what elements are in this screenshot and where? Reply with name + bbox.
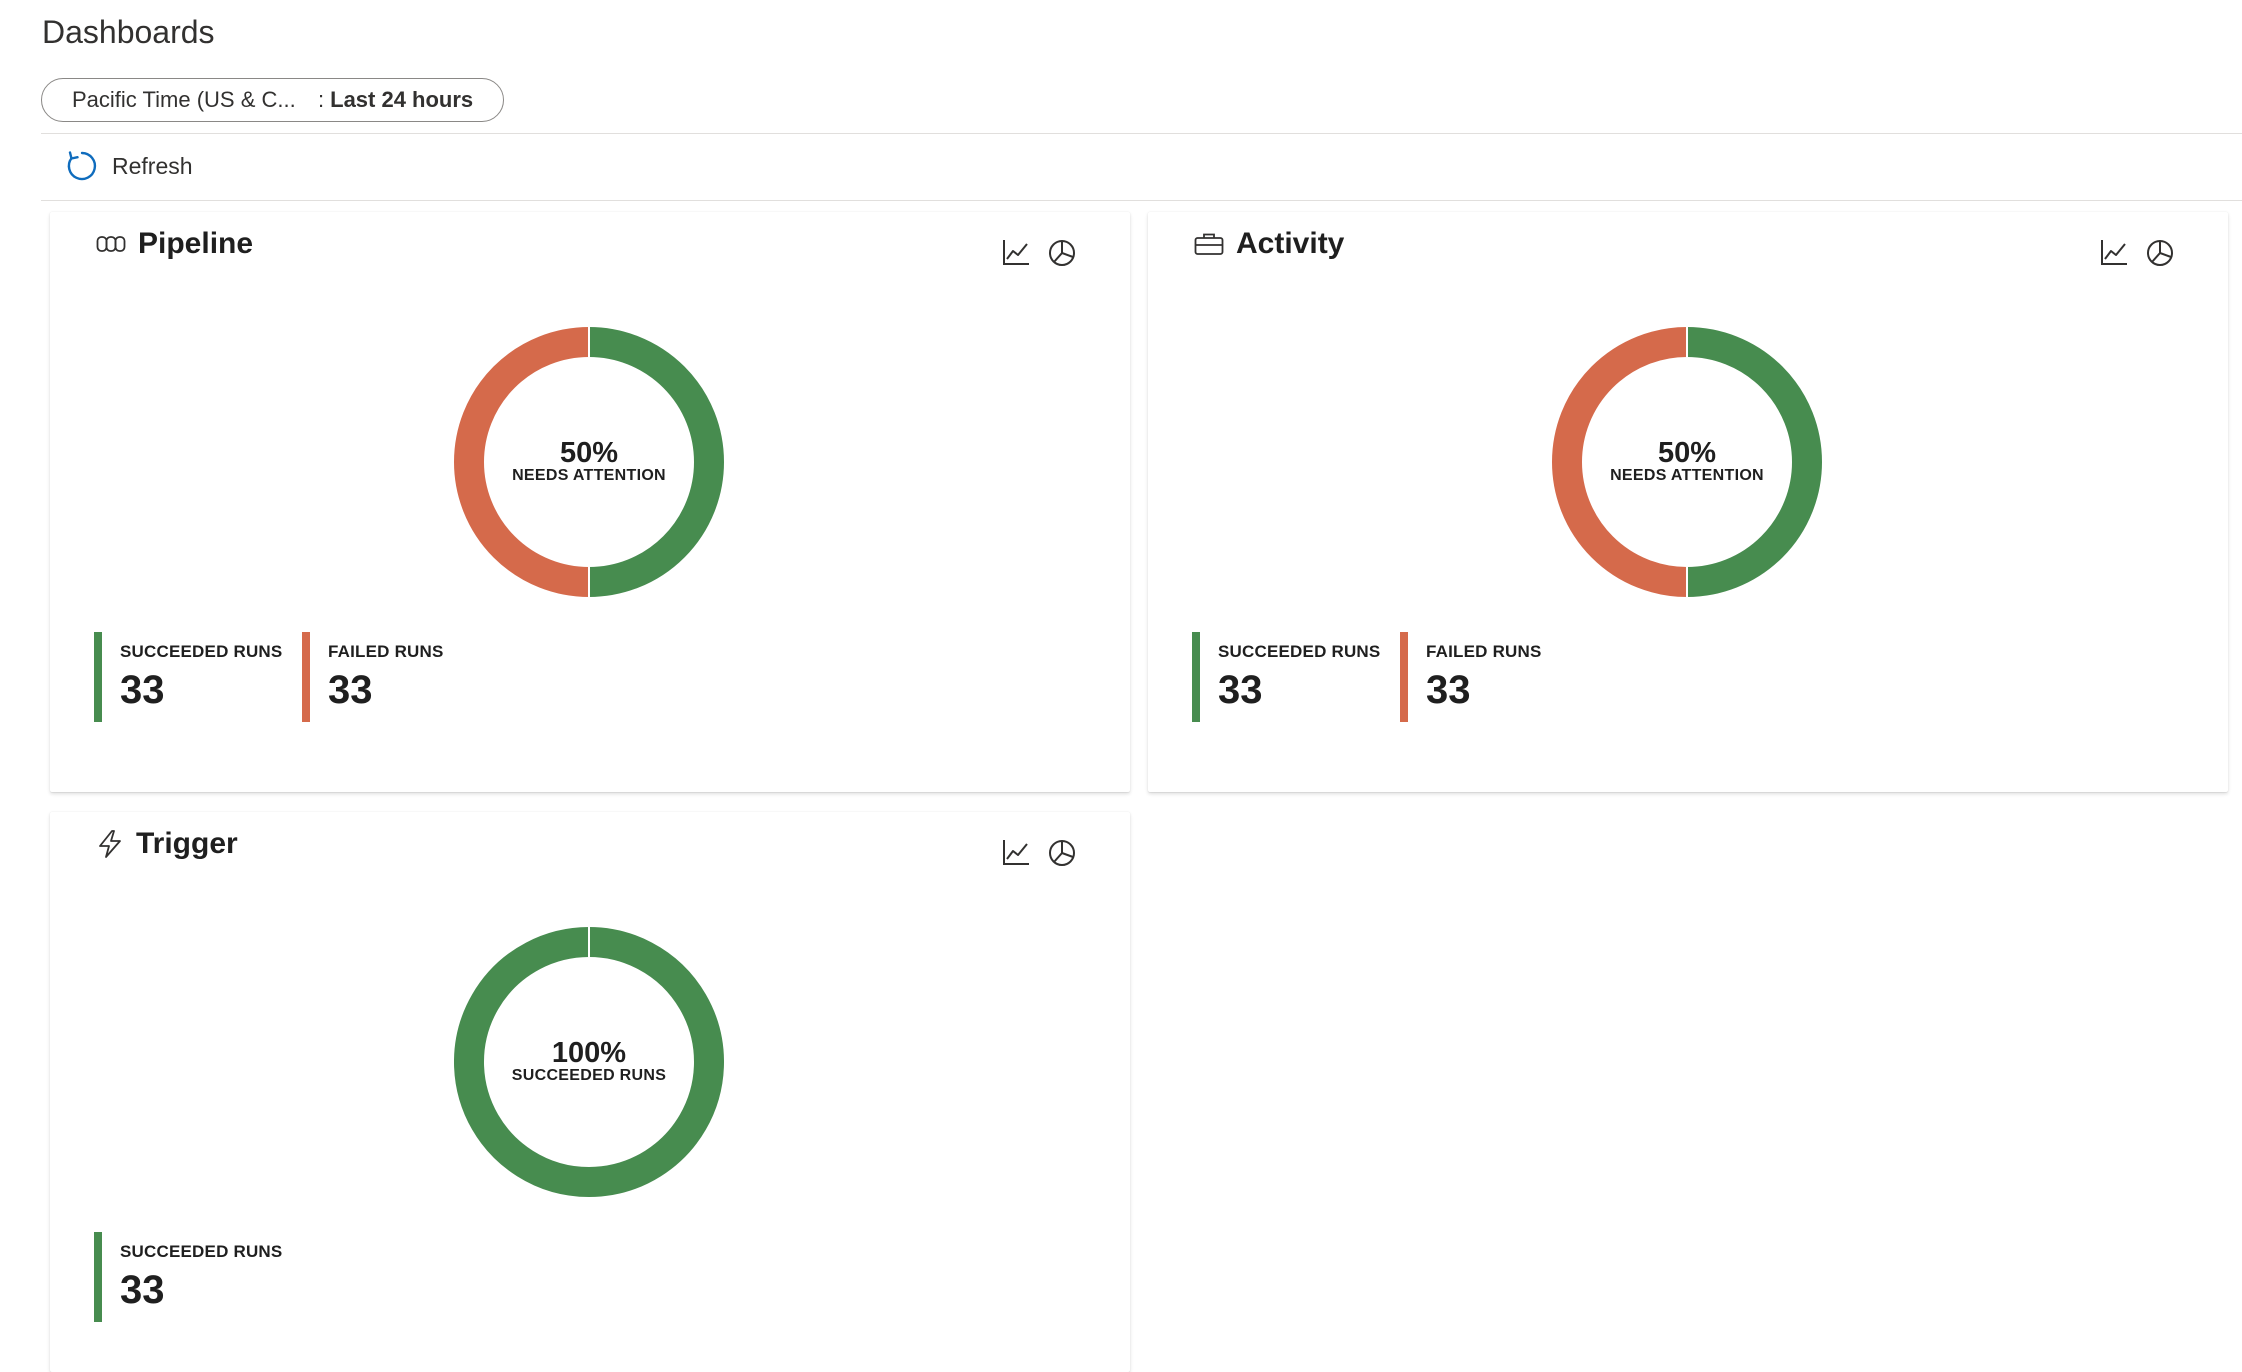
pipeline-icon <box>96 236 126 252</box>
stat-label: SUCCEEDED RUNS <box>1218 642 1381 661</box>
time-range-value: Last 24 hours <box>330 87 474 112</box>
stat-value: 33 <box>1218 668 1263 712</box>
refresh-button[interactable]: Refresh <box>66 148 193 184</box>
stat-label: FAILED RUNS <box>328 642 444 661</box>
trigger-card: Trigger 100% SUCCEEDED RUNS SUCCEEDED RU… <box>50 812 1130 1372</box>
donut-segment-succeeded <box>1686 327 1822 597</box>
card-title: Trigger <box>136 827 238 860</box>
stat-color-bar <box>94 632 102 722</box>
divider <box>41 200 2242 201</box>
briefcase-icon <box>1194 233 1224 255</box>
stat-failed-runs: FAILED RUNS 33 <box>302 632 510 722</box>
pie-chart-view-button[interactable] <box>2144 236 2176 268</box>
card-title: Activity <box>1236 227 1345 260</box>
donut-svg <box>454 327 724 597</box>
activity-card: Activity 50% NEEDS ATTENTION SUCCEEDED R… <box>1148 212 2228 792</box>
filter-separator: : <box>318 87 325 112</box>
line-chart-view-button[interactable] <box>2098 236 2130 268</box>
donut-svg <box>454 927 724 1197</box>
stat-value: 33 <box>328 668 373 712</box>
lightning-icon <box>99 830 121 858</box>
stat-value: 33 <box>120 1268 165 1312</box>
card-header: Pipeline <box>96 224 253 264</box>
stat-label: FAILED RUNS <box>1426 642 1542 661</box>
stat-color-bar <box>94 1232 102 1322</box>
pie-chart-icon <box>1049 240 1075 266</box>
line-chart-view-button[interactable] <box>1000 836 1032 868</box>
donut-segment-succeeded <box>454 927 724 1197</box>
stat-color-bar <box>302 632 310 722</box>
refresh-icon <box>67 151 97 181</box>
donut-chart: 50% NEEDS ATTENTION <box>1552 327 1822 597</box>
card-header: Trigger <box>96 824 238 864</box>
donut-svg <box>1552 327 1822 597</box>
page-title: Dashboards <box>42 14 215 50</box>
donut-segment-succeeded <box>588 327 724 597</box>
line-chart-icon <box>1003 240 1029 265</box>
stats-row: SUCCEEDED RUNS 33 FAILED RUNS 33 <box>1192 632 1608 722</box>
stat-color-bar <box>1400 632 1408 722</box>
donut-chart: 50% NEEDS ATTENTION <box>454 327 724 597</box>
stat-label: SUCCEEDED RUNS <box>120 642 283 661</box>
stats-row: SUCCEEDED RUNS 33 FAILED RUNS 33 <box>94 632 510 722</box>
stat-label: SUCCEEDED RUNS <box>120 1242 283 1261</box>
donut-segment-failed <box>454 327 590 597</box>
pie-chart-view-button[interactable] <box>1046 236 1078 268</box>
timezone-label: Pacific Time (US & C... <box>72 87 296 112</box>
stat-succeeded-runs: SUCCEEDED RUNS 33 <box>1192 632 1400 722</box>
pie-chart-icon <box>1049 840 1075 866</box>
stat-value: 33 <box>1426 668 1471 712</box>
card-title: Pipeline <box>138 227 254 260</box>
line-chart-icon <box>1003 840 1029 865</box>
line-chart-view-button[interactable] <box>1000 236 1032 268</box>
line-chart-icon <box>2101 240 2127 265</box>
pipeline-card: Pipeline 50% NEEDS ATTENTION SUCCEEDED R… <box>50 212 1130 792</box>
stat-succeeded-runs: SUCCEEDED RUNS 33 <box>94 632 302 722</box>
stat-failed-runs: FAILED RUNS 33 <box>1400 632 1608 722</box>
donut-chart: 100% SUCCEEDED RUNS <box>454 927 724 1197</box>
donut-segment-failed <box>1552 327 1688 597</box>
stats-row: SUCCEEDED RUNS 33 <box>94 1232 302 1322</box>
refresh-label: Refresh <box>112 152 193 179</box>
pie-chart-icon <box>2147 240 2173 266</box>
pie-chart-view-button[interactable] <box>1046 836 1078 868</box>
stat-succeeded-runs: SUCCEEDED RUNS 33 <box>94 1232 302 1322</box>
time-range-filter[interactable]: Pacific Time (US & C... : Last 24 hours <box>41 78 504 122</box>
divider <box>41 133 2242 134</box>
stat-color-bar <box>1192 632 1200 722</box>
card-header: Activity <box>1194 224 1344 264</box>
stat-value: 33 <box>120 668 165 712</box>
